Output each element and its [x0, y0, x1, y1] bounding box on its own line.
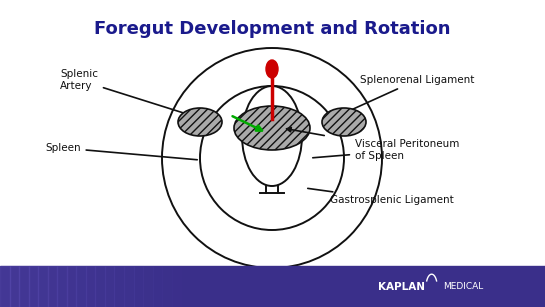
Ellipse shape	[242, 86, 302, 186]
Bar	[124, 266, 134, 307]
Bar	[28, 266, 38, 307]
Bar	[162, 266, 172, 307]
Text: Spleen: Spleen	[45, 143, 197, 160]
Ellipse shape	[322, 108, 366, 136]
Ellipse shape	[162, 48, 382, 268]
Ellipse shape	[178, 108, 222, 136]
Bar	[0, 266, 10, 307]
Bar	[67, 266, 76, 307]
Bar	[48, 266, 57, 307]
Text: Foregut Development and Rotation: Foregut Development and Rotation	[94, 20, 451, 38]
Text: Splenic
Artery: Splenic Artery	[60, 69, 187, 114]
Text: Splenorenal Ligament: Splenorenal Ligament	[342, 75, 474, 114]
Bar	[114, 266, 124, 307]
Bar	[153, 266, 162, 307]
Bar	[95, 266, 105, 307]
Bar	[19, 266, 28, 307]
Bar	[172, 266, 181, 307]
Bar	[181, 266, 191, 307]
Bar	[105, 266, 114, 307]
Bar	[38, 266, 48, 307]
Ellipse shape	[200, 86, 344, 230]
Ellipse shape	[266, 60, 278, 78]
Bar	[86, 266, 95, 307]
Bar	[76, 266, 86, 307]
Bar	[143, 266, 153, 307]
Bar	[0, 266, 545, 307]
Bar	[57, 266, 66, 307]
Bar	[134, 266, 143, 307]
Text: KAPLAN: KAPLAN	[378, 282, 425, 292]
Text: MEDICAL: MEDICAL	[443, 282, 483, 291]
Ellipse shape	[234, 106, 310, 150]
Bar	[10, 266, 19, 307]
Text: Visceral Peritoneum
of Spleen: Visceral Peritoneum of Spleen	[313, 139, 459, 161]
Text: Gastrosplenic Ligament: Gastrosplenic Ligament	[308, 188, 454, 205]
